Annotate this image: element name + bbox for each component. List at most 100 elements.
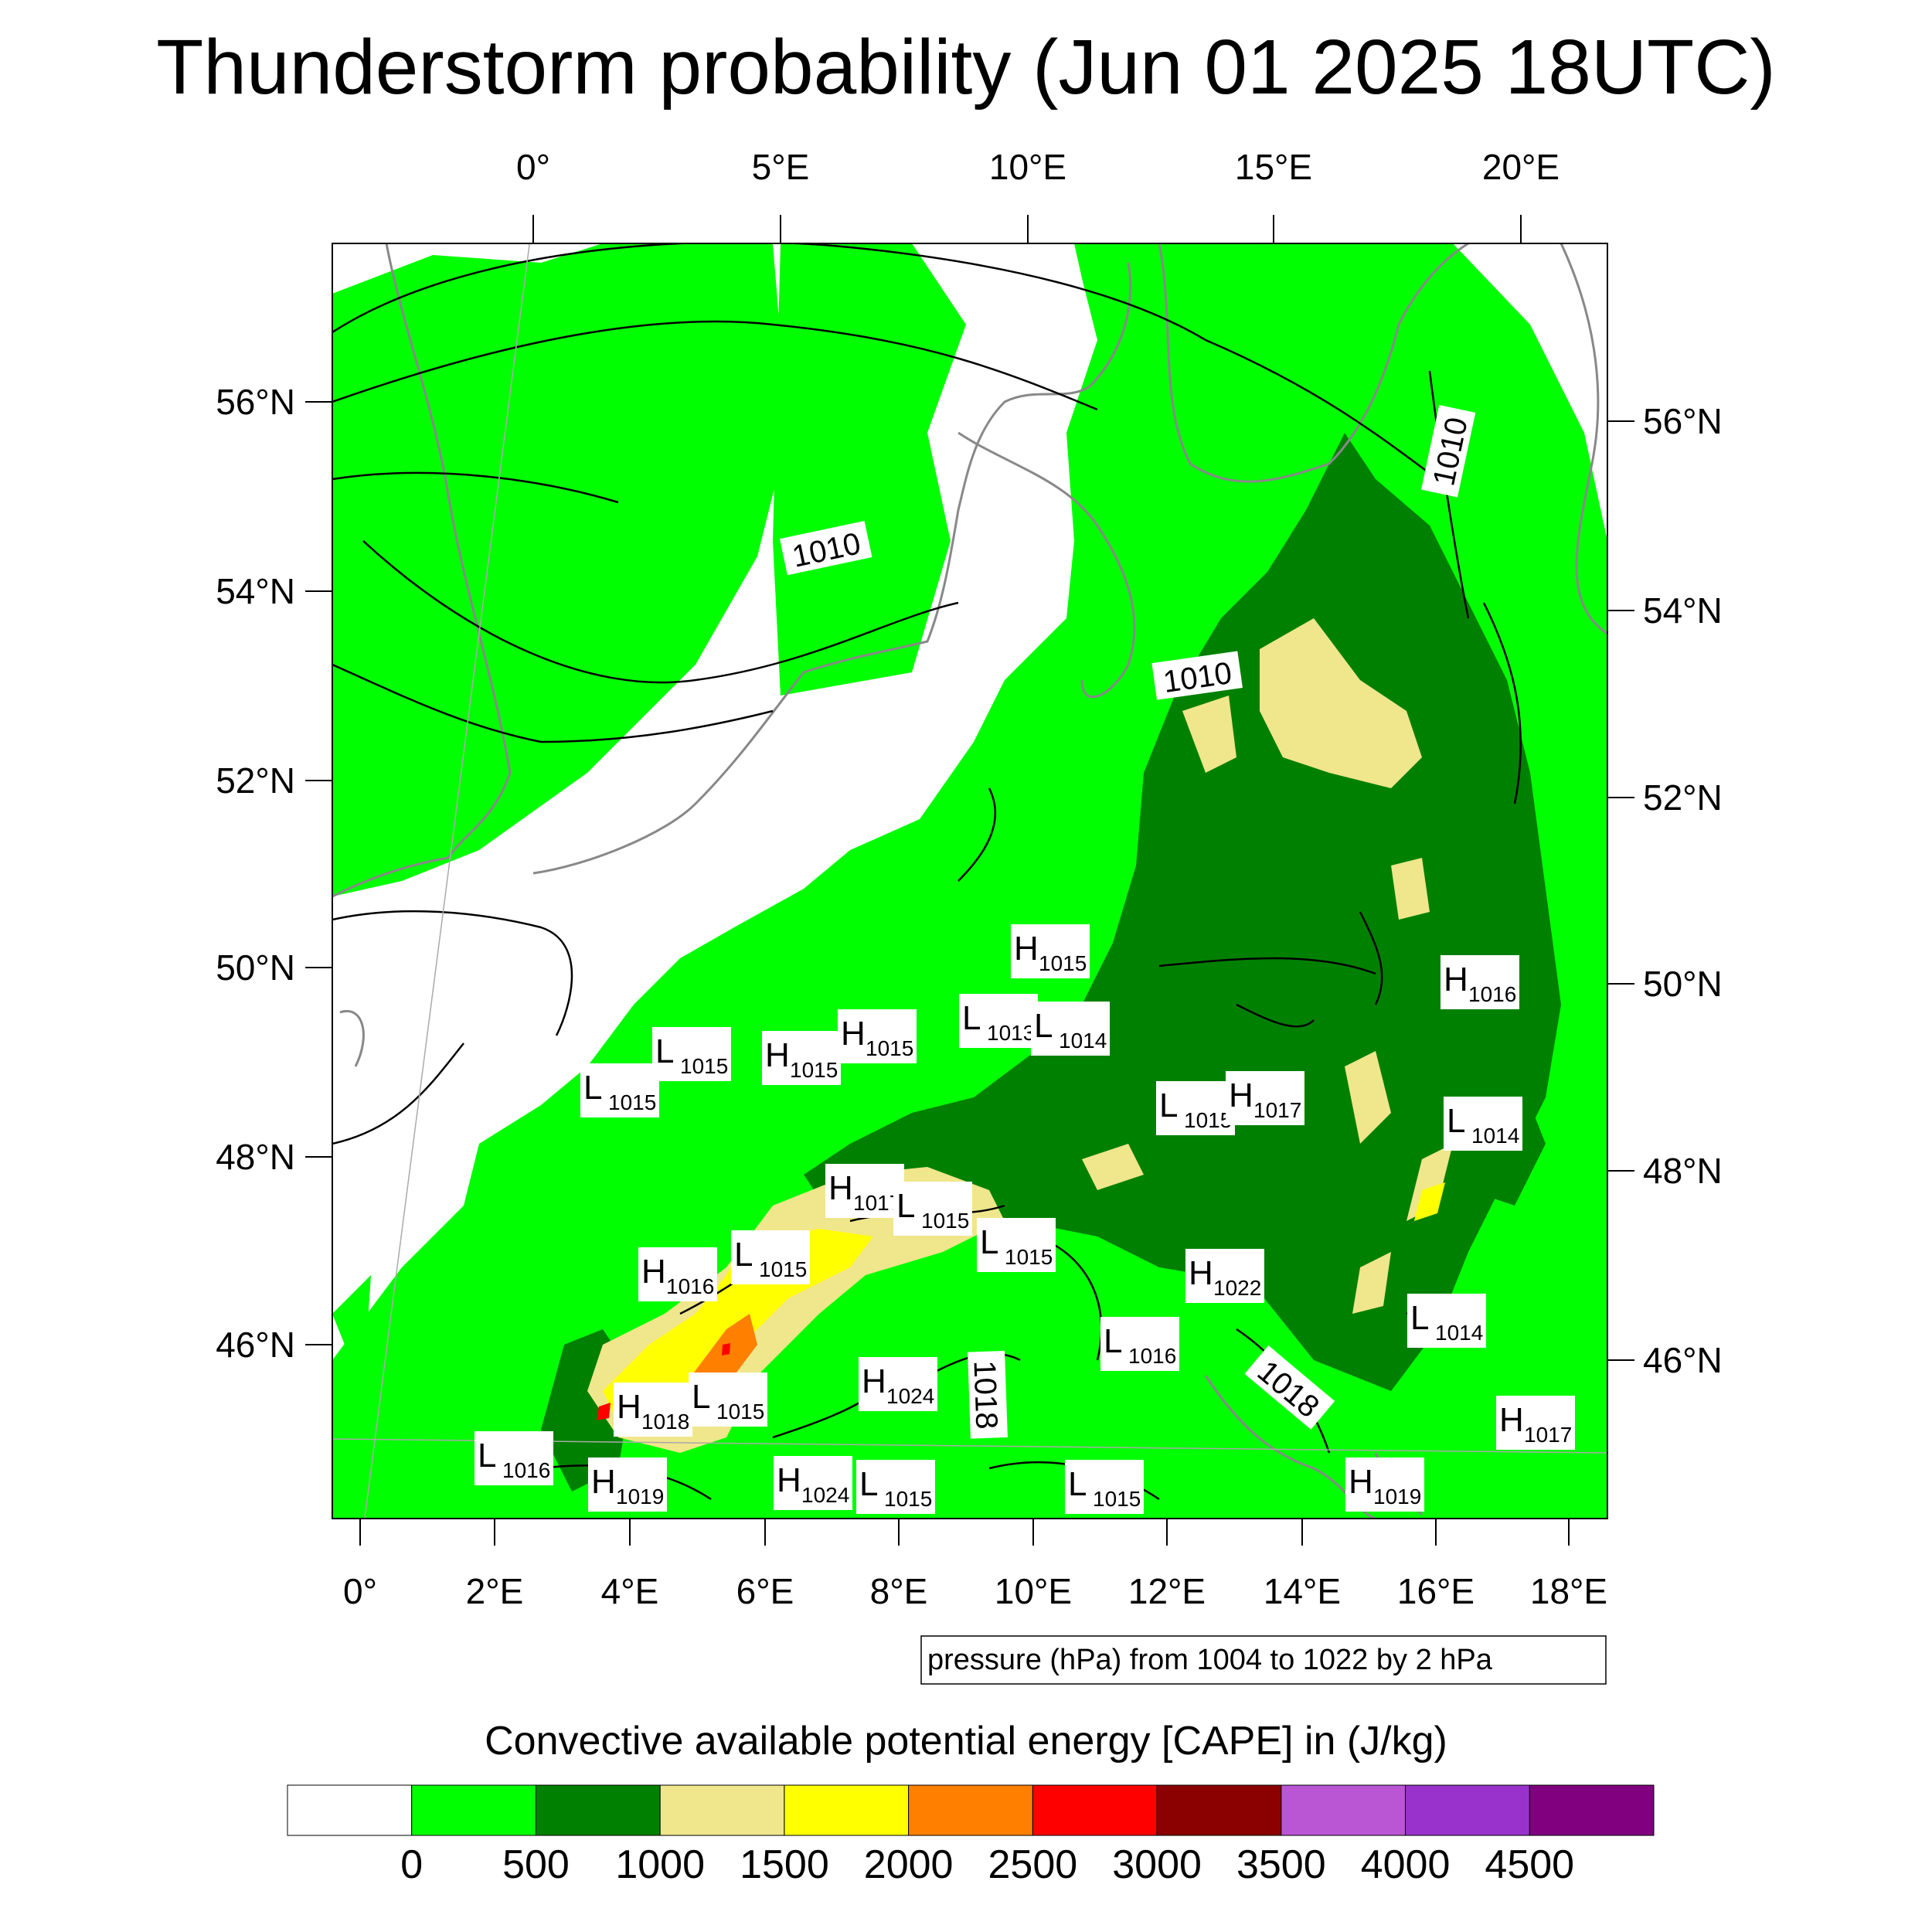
map-title: Thunderstorm probability (Jun 01 2025 18…	[156, 24, 1776, 111]
pressure-center-value: 1015	[759, 1257, 807, 1281]
pressure-center-type: L	[1447, 1102, 1465, 1140]
pressure-center: H 1015	[1011, 924, 1090, 978]
pressure-center-type: L	[1159, 1087, 1178, 1124]
left-lat-label: 48°N	[216, 1137, 295, 1177]
pressure-center-type: L	[962, 999, 981, 1037]
pressure-center-value: 1019	[1373, 1485, 1421, 1509]
pressure-center-type: L	[896, 1187, 915, 1225]
pressure-center-type: H	[841, 1015, 866, 1053]
pressure-center-box	[1065, 1460, 1144, 1514]
right-lat-label: 46°N	[1643, 1340, 1723, 1380]
left-lat-label: 54°N	[216, 571, 295, 611]
pressure-center-box	[689, 1372, 767, 1427]
pressure-center: L 1014	[1031, 1002, 1110, 1056]
coastlines	[332, 243, 1607, 1519]
pressure-center-type: L	[734, 1236, 753, 1274]
pressure-center-type: H	[1014, 930, 1039, 968]
pressure-center: H 1022	[1185, 1249, 1264, 1303]
colorbar-segment	[1281, 1784, 1406, 1836]
pressure-center-box	[774, 1456, 852, 1510]
pressure-center: H 1019	[1345, 1458, 1424, 1512]
pressure-center-value: 1016	[666, 1274, 714, 1298]
colorbar-title: Convective available potential energy [C…	[485, 1719, 1447, 1764]
colorbar-segment	[1156, 1784, 1282, 1836]
pressure-center-value: 1017	[853, 1191, 901, 1215]
pressure-center: L 1014	[1407, 1294, 1486, 1348]
pressure-center-box	[1444, 1097, 1522, 1151]
pressure-center-value: 1015	[921, 1209, 969, 1233]
pressure-center: L 1015	[652, 1027, 731, 1081]
pressure-center-value: 1016	[1468, 982, 1516, 1006]
pressure-center-type: H	[1229, 1077, 1253, 1114]
pressure-center-box	[1011, 924, 1090, 978]
pressure-center: L 1015	[731, 1230, 810, 1284]
pressure-center-box	[1407, 1294, 1486, 1348]
pressure-center-value: 1024	[886, 1384, 934, 1408]
colorbar-segment	[535, 1784, 661, 1836]
pressure-center-type: H	[765, 1036, 790, 1074]
right-lat-label: 56°N	[1643, 401, 1723, 441]
pressure-center: H 1016	[1440, 955, 1519, 1009]
bottom-lon-label: 4°E	[601, 1571, 659, 1611]
contour-label-box	[779, 521, 872, 576]
pressure-center-value: 1015	[790, 1058, 838, 1082]
pressure-center: H 1019	[588, 1458, 667, 1512]
pressure-center-box	[588, 1458, 667, 1512]
pressure-center-box	[893, 1182, 972, 1236]
pressure-center-value: 1015	[680, 1054, 728, 1078]
right-lat-label: 52°N	[1643, 777, 1723, 818]
colorbar-label: 1500	[740, 1842, 829, 1887]
pressure-note: pressure (hPa) from 1004 to 1022 by 2 hP…	[927, 1644, 1493, 1676]
pressure-center-value: 1019	[616, 1485, 664, 1509]
right-lat-label: 54°N	[1643, 590, 1723, 631]
bottom-lon-label: 0°	[343, 1571, 377, 1611]
pressure-center-type: H	[641, 1253, 666, 1291]
pressure-center-value: 1015	[866, 1036, 913, 1060]
pressure-center-box	[856, 1460, 935, 1514]
colorbar-label: 4500	[1485, 1842, 1574, 1887]
cape-1500-2000-field	[603, 1182, 1445, 1422]
top-lon-label: 10°E	[989, 147, 1066, 187]
pressure-center-box	[1156, 1081, 1235, 1135]
colorbar-label: 500	[502, 1842, 570, 1887]
contour-label-text: 1018	[967, 1360, 1003, 1430]
pressure-center-box	[859, 1357, 937, 1411]
colorbar-segment	[1405, 1784, 1530, 1836]
pressure-center-value: 1015	[884, 1487, 932, 1511]
pressure-center-type: H	[1349, 1463, 1373, 1501]
pressure-center-value: 1017	[1253, 1098, 1301, 1122]
left-lat-label: 46°N	[216, 1325, 295, 1365]
colorbar-segment	[784, 1784, 910, 1836]
colorbar-segment	[908, 1784, 1033, 1836]
right-lat-label: 50°N	[1643, 964, 1723, 1004]
pressure-center: L 1016	[474, 1431, 553, 1485]
tick-labels: 0° 5°E 10°E 15°E 20°E 0° 2°E 4°E 6°E 8°E 10°E 12°E 1…	[216, 147, 1723, 1611]
pressure-center-box	[762, 1031, 841, 1085]
pressure-center: L 1016	[1100, 1317, 1179, 1371]
bottom-lon-label: 8°E	[870, 1571, 928, 1611]
pressure-center-type: L	[1068, 1465, 1087, 1503]
pressure-center: H 1015	[762, 1031, 841, 1085]
pressure-center-type: L	[478, 1437, 496, 1475]
colorbar-segment	[1529, 1784, 1655, 1836]
bottom-lon-label: 16°E	[1397, 1571, 1475, 1611]
pressure-center: L 1015	[856, 1460, 935, 1514]
pressure-center-type: L	[692, 1378, 710, 1416]
pressure-center-value: 1018	[641, 1410, 689, 1434]
pressure-center-type: L	[1034, 1007, 1053, 1045]
pressure-center: H 1016	[638, 1247, 717, 1301]
pressure-center-box	[474, 1431, 553, 1485]
contour-label: 1018	[967, 1350, 1008, 1439]
pressure-center-type: H	[828, 1169, 853, 1207]
pressure-center-box	[1345, 1458, 1424, 1512]
pressure-center-box	[731, 1230, 810, 1284]
pressure-center: H 1018	[614, 1383, 692, 1437]
pressure-center-type: L	[583, 1069, 602, 1107]
pressure-center-value: 1014	[1471, 1124, 1519, 1148]
bottom-lon-label: 10°E	[995, 1571, 1072, 1611]
pressure-center-value: 1024	[801, 1483, 849, 1507]
pressure-center-type: L	[980, 1223, 998, 1261]
pressure-center: H 1017	[825, 1164, 904, 1218]
